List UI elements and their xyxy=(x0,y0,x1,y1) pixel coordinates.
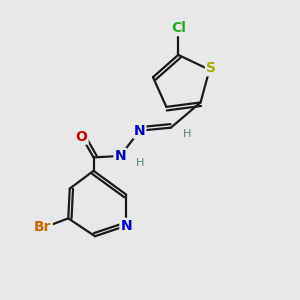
Text: H: H xyxy=(183,129,191,139)
Text: Cl: Cl xyxy=(171,21,186,35)
Text: N: N xyxy=(120,219,132,233)
Text: N: N xyxy=(115,149,126,163)
Text: Br: Br xyxy=(34,220,52,234)
Text: O: O xyxy=(76,130,88,144)
Text: N: N xyxy=(134,124,146,138)
Text: H: H xyxy=(135,158,144,168)
Text: S: S xyxy=(206,61,216,75)
